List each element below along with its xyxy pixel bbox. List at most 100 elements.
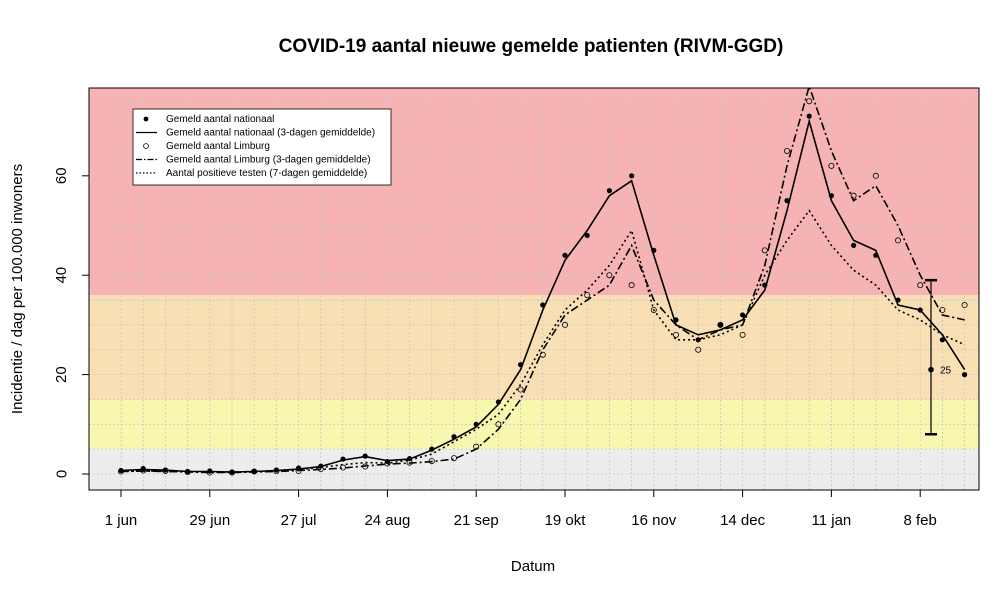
y-tick-label: 20 bbox=[53, 366, 70, 383]
data-point bbox=[717, 321, 724, 328]
data-point bbox=[739, 331, 746, 338]
data-point bbox=[784, 147, 791, 154]
data-point bbox=[629, 173, 635, 179]
data-point bbox=[140, 465, 146, 472]
data-point bbox=[650, 306, 657, 313]
x-axis-label: Datum bbox=[511, 558, 555, 575]
data-point bbox=[384, 458, 390, 465]
band-2 bbox=[89, 295, 979, 400]
x-tick-label: 24 aug bbox=[364, 512, 410, 529]
data-point bbox=[295, 468, 302, 475]
x-axis: 1 jun 29 jun 27 jul 24 aug 21 sep 19 okt 16 no… bbox=[105, 489, 937, 529]
data-point bbox=[584, 232, 590, 239]
data-point bbox=[873, 252, 879, 258]
error-bar-label: 25 bbox=[940, 366, 952, 377]
data-point bbox=[206, 469, 213, 476]
x-tick-label: 16 nov bbox=[631, 512, 677, 529]
legend-symbol bbox=[143, 143, 149, 149]
data-point bbox=[917, 282, 924, 289]
data-point bbox=[518, 362, 524, 368]
data-point bbox=[606, 272, 613, 279]
band-0 bbox=[89, 449, 979, 490]
data-point bbox=[495, 421, 502, 428]
data-point bbox=[207, 468, 213, 474]
legend-label: Gemeld aantal nationaal (3-dagen gemidde… bbox=[166, 128, 375, 139]
data-point bbox=[429, 446, 435, 452]
data-point bbox=[784, 198, 790, 204]
data-point bbox=[362, 463, 369, 470]
legend-label: Gemeld aantal Limburg (3-dagen gemiddeld… bbox=[166, 155, 371, 166]
data-point bbox=[962, 372, 968, 378]
data-point bbox=[406, 459, 413, 466]
x-tick-label: 21 sep bbox=[454, 512, 499, 529]
data-point bbox=[473, 443, 480, 450]
data-point bbox=[495, 399, 501, 405]
data-point bbox=[872, 172, 879, 179]
y-tick-label: 60 bbox=[53, 167, 70, 184]
data-point bbox=[584, 292, 591, 299]
data-point bbox=[939, 337, 946, 343]
data-point bbox=[451, 434, 457, 440]
series-4 bbox=[118, 98, 968, 476]
data-point bbox=[828, 162, 835, 169]
data-point bbox=[851, 242, 857, 248]
x-tick-label: 11 jan bbox=[812, 512, 852, 529]
legend-label: Gemeld aantal Limburg bbox=[166, 141, 270, 152]
data-point bbox=[806, 98, 813, 105]
x-tick-label: 14 dec bbox=[720, 512, 766, 529]
chart-title: COVID-19 aantal nieuwe gemelde patienten… bbox=[279, 36, 784, 57]
data-point bbox=[118, 468, 125, 475]
data-point bbox=[228, 469, 235, 476]
data-point bbox=[939, 306, 946, 313]
legend-label: Aantal positieve testen (7-dagen gemidde… bbox=[166, 168, 367, 179]
data-point bbox=[628, 282, 635, 289]
data-point bbox=[850, 192, 857, 199]
data-point bbox=[473, 421, 479, 427]
data-point bbox=[362, 453, 368, 459]
y-axis: 0 20 40 60 bbox=[53, 167, 90, 478]
data-point bbox=[539, 351, 546, 358]
data-point bbox=[828, 193, 835, 199]
data-point bbox=[673, 331, 680, 338]
data-point bbox=[762, 282, 768, 288]
data-point bbox=[540, 302, 546, 308]
legend-symbol bbox=[143, 116, 149, 122]
data-point bbox=[251, 468, 257, 475]
y-axis-label: Incidentie / dag per 100.000 inwoners bbox=[9, 164, 26, 414]
data-point bbox=[651, 247, 657, 253]
data-point bbox=[961, 302, 968, 309]
data-point bbox=[185, 468, 191, 475]
data-point bbox=[562, 252, 568, 258]
data-point bbox=[384, 460, 391, 467]
error-bar-center bbox=[928, 366, 934, 373]
legend: Gemeld aantal nationaal Gemeld aantal nat… bbox=[132, 108, 392, 186]
x-tick-label: 1 jun bbox=[105, 512, 138, 529]
data-point bbox=[162, 468, 169, 475]
data-point bbox=[895, 297, 901, 303]
series-line bbox=[120, 209, 965, 473]
x-tick-label: 19 okt bbox=[545, 512, 587, 529]
data-point bbox=[606, 188, 613, 194]
data-point bbox=[761, 247, 768, 254]
series-layer bbox=[118, 83, 968, 476]
data-point bbox=[740, 312, 746, 318]
data-point bbox=[273, 468, 280, 475]
data-point bbox=[806, 113, 812, 119]
legend-box bbox=[132, 108, 392, 186]
data-point bbox=[450, 455, 457, 462]
data-point bbox=[428, 458, 435, 465]
error-bar: 25 bbox=[925, 278, 952, 436]
legend-label: Gemeld aantal nationaal bbox=[166, 114, 274, 125]
data-point bbox=[517, 386, 524, 393]
data-point bbox=[184, 469, 191, 476]
data-point bbox=[917, 307, 923, 313]
data-point bbox=[695, 337, 701, 343]
x-tick-label: 27 jul bbox=[281, 512, 317, 529]
data-point bbox=[695, 346, 702, 353]
data-point bbox=[229, 469, 235, 475]
data-point bbox=[140, 467, 147, 474]
data-point bbox=[317, 466, 324, 473]
series-2 bbox=[120, 209, 965, 473]
data-point bbox=[673, 317, 679, 323]
